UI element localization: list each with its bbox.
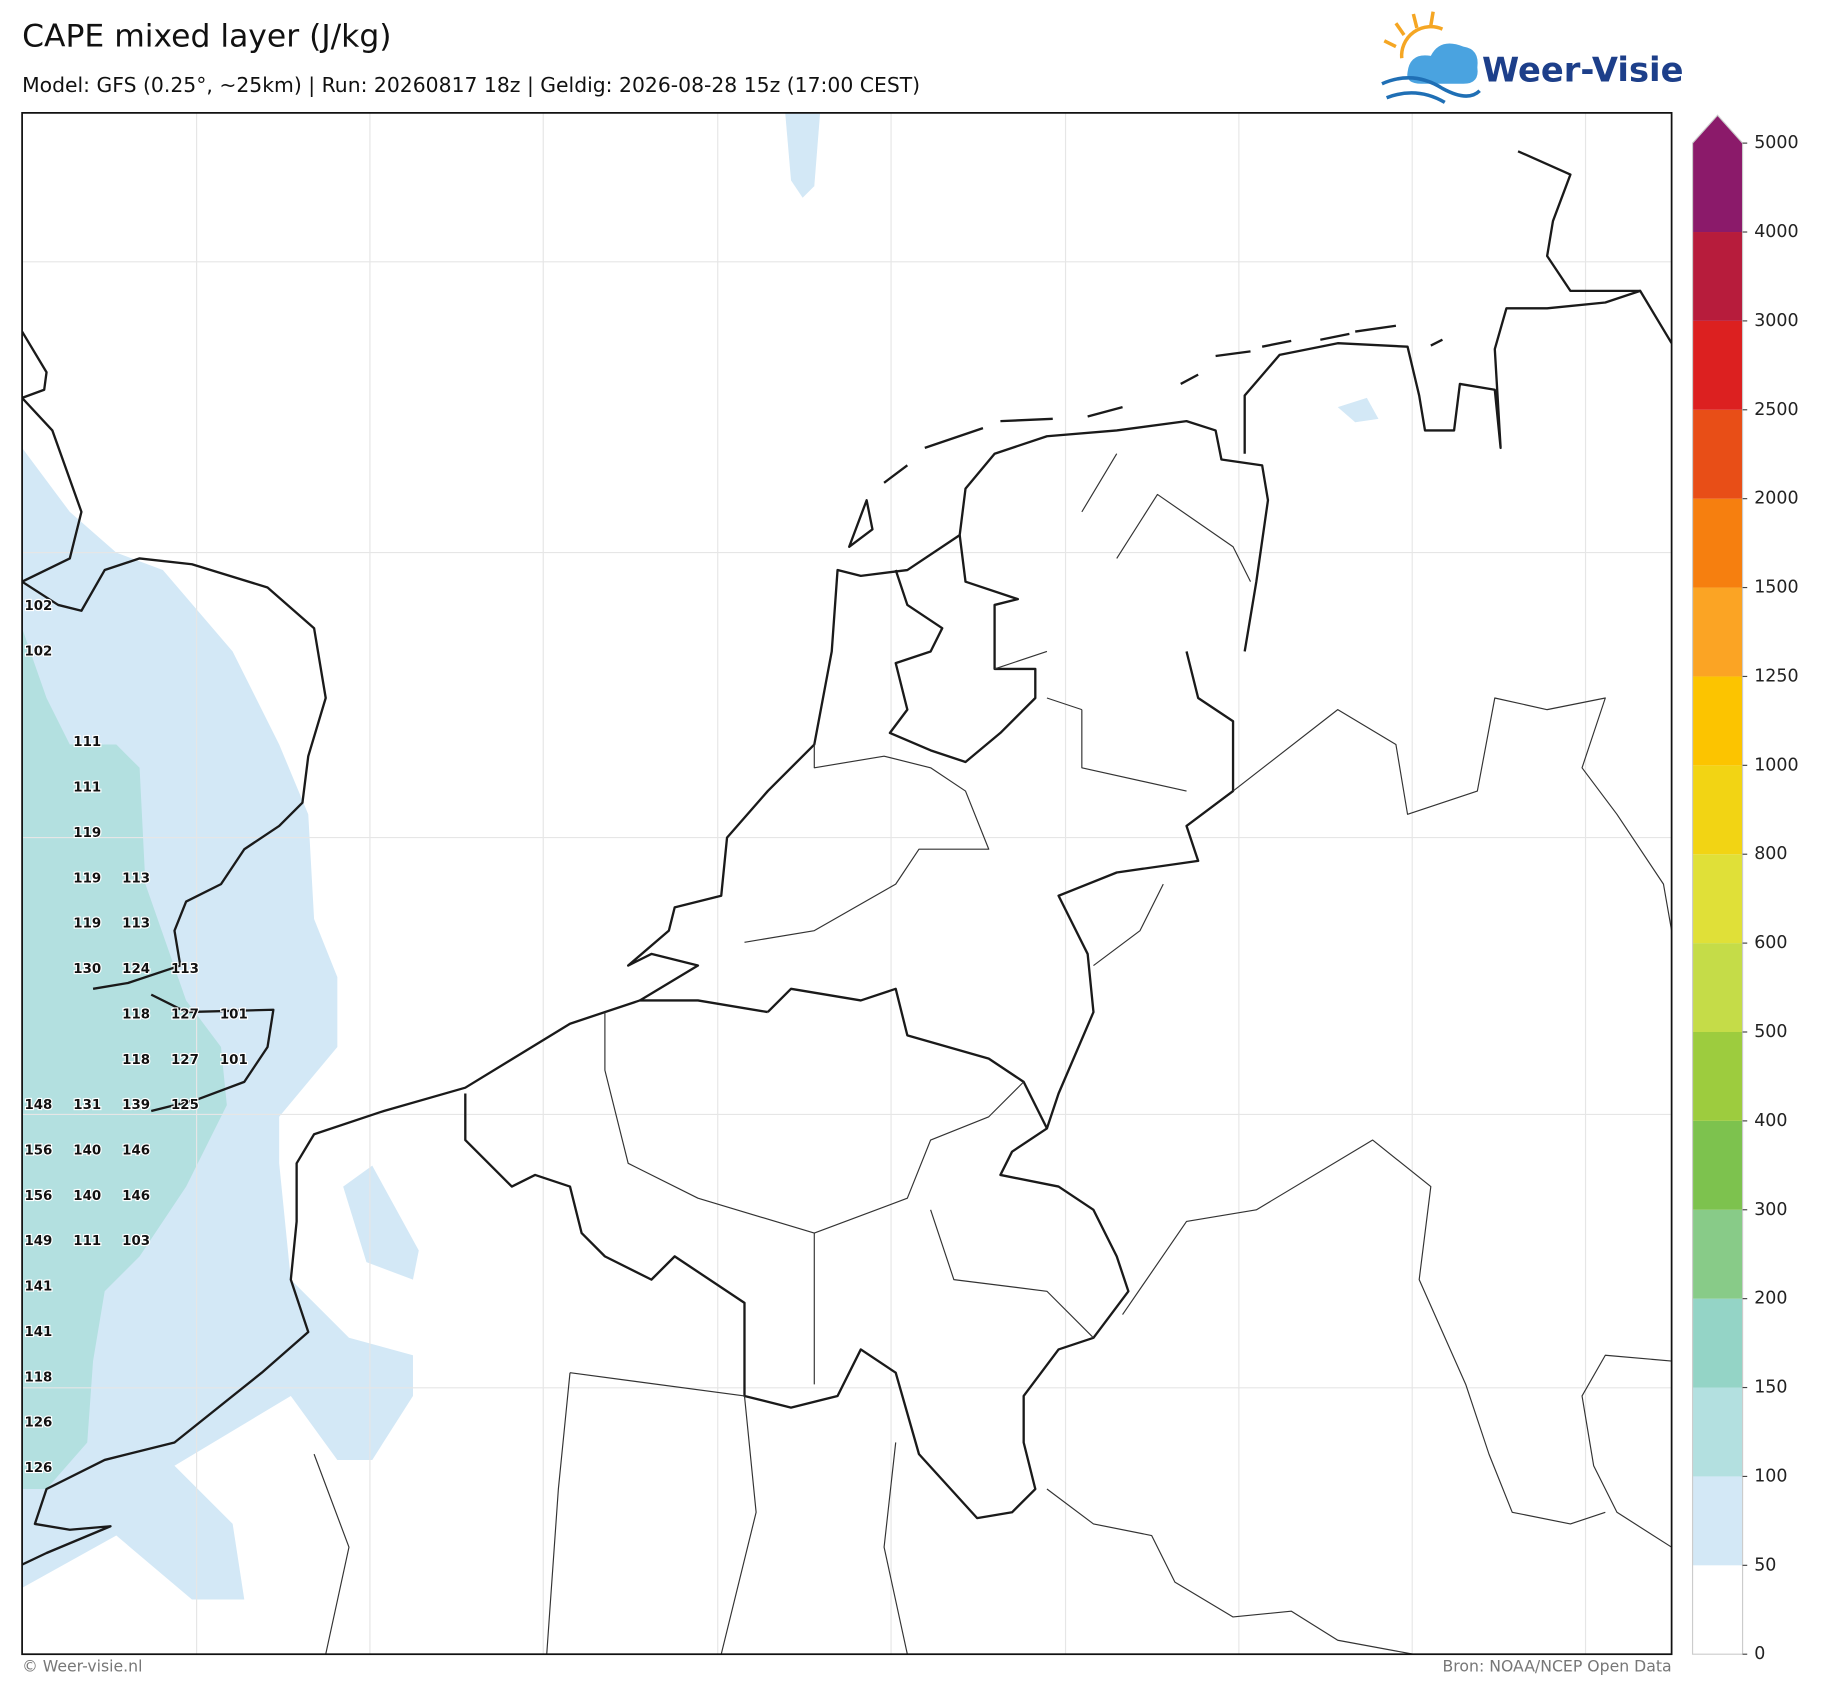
colorbar-tick-label: 1500 <box>1754 578 1798 598</box>
cape-value: 113 <box>122 871 150 886</box>
cape-value: 146 <box>122 1144 150 1159</box>
cape-fill <box>22 112 1379 1600</box>
colorbar-tick-label: 4000 <box>1754 222 1798 242</box>
colorbar-band <box>1692 498 1743 588</box>
colorbar-band <box>1692 1298 1743 1388</box>
cape-value: 119 <box>73 917 101 932</box>
cape-value: 102 <box>24 599 52 614</box>
map-frame <box>21 112 1673 1656</box>
colorbar-band <box>1692 676 1743 766</box>
cape-value: 101 <box>220 1007 248 1022</box>
footer-left: © Weer-visie.nl <box>22 1657 142 1676</box>
cape-value: 141 <box>24 1325 52 1340</box>
cape-value: 127 <box>171 1053 199 1068</box>
colorbar-tick-label: 400 <box>1754 1111 1787 1131</box>
logo: Weer-Visie <box>1381 11 1683 104</box>
cape-value: 101 <box>220 1053 248 1068</box>
cape-value: 111 <box>73 781 101 796</box>
colorbar-band <box>1692 1565 1743 1655</box>
colorbar-band <box>1692 1476 1743 1566</box>
cape-value: 148 <box>24 1098 52 1113</box>
colorbar-band <box>1692 115 1743 233</box>
cape-value: 118 <box>122 1053 150 1068</box>
cape-value: 140 <box>73 1189 101 1204</box>
logo-cloud <box>1407 43 1478 84</box>
colorbar-band <box>1692 409 1743 499</box>
cape-values: 102 102 111 111 119 119 113 119 113 130 124 113 118 1… <box>23 598 249 1477</box>
cape-value: 125 <box>171 1098 199 1113</box>
map: 102 102 111 111 119 119 113 119 113 130 124 113 118 1… <box>22 112 1672 1655</box>
cape-value: 156 <box>24 1189 52 1204</box>
cape-value: 119 <box>73 826 101 841</box>
cape-value: 156 <box>24 1144 52 1159</box>
cape-value: 111 <box>73 1234 101 1249</box>
cape-value: 141 <box>24 1280 52 1295</box>
cape-value: 139 <box>122 1098 150 1113</box>
cape-value: 118 <box>24 1370 52 1385</box>
cape-value: 113 <box>122 917 150 932</box>
cape-value: 118 <box>122 1007 150 1022</box>
title: CAPE mixed layer (J/kg) <box>22 19 391 55</box>
cape-value: 102 <box>24 644 52 659</box>
colorbar-tick-label: 1000 <box>1754 755 1798 775</box>
cape-value: 131 <box>73 1098 101 1113</box>
coastlines <box>22 150 1672 1566</box>
cape-value: 130 <box>73 962 101 977</box>
colorbar-tick-label: 600 <box>1754 933 1787 953</box>
colorbar-band <box>1692 1120 1743 1210</box>
cape-value: 111 <box>73 735 101 750</box>
colorbar-band <box>1692 765 1743 855</box>
colorbar-tick-label: 150 <box>1754 1378 1787 1398</box>
cape-value: 126 <box>24 1461 52 1476</box>
subtitle: Model: GFS (0.25°, ~25km) | Run: 2026081… <box>22 73 920 98</box>
colorbar-tick-label: 2000 <box>1754 489 1798 509</box>
logo-sun <box>1383 11 1444 59</box>
logo-waves <box>1381 76 1481 104</box>
borders <box>313 453 1672 1655</box>
colorbar-tick-label: 2500 <box>1754 400 1798 420</box>
colorbar-band <box>1692 854 1743 944</box>
colorbar-band <box>1692 943 1743 1032</box>
colorbar-band <box>1692 587 1743 677</box>
colorbar-band <box>1692 1209 1743 1299</box>
colorbar-tick-label: 3000 <box>1754 311 1798 331</box>
colorbar: 0 50 100 150 200 300 400 500 600 800 1000 1250 1500 2… <box>1691 114 1799 1664</box>
colorbar-outline <box>1691 114 1744 1655</box>
cape-value: 124 <box>122 962 150 977</box>
cape-value: 103 <box>122 1234 150 1249</box>
colorbar-band <box>1692 232 1743 321</box>
footer-right: Bron: NOAA/NCEP Open Data <box>1443 1657 1672 1676</box>
cape-value: 119 <box>73 871 101 886</box>
colorbar-tick-label: 1250 <box>1754 666 1798 686</box>
colorbar-tick-label: 200 <box>1754 1289 1787 1309</box>
cape-value: 149 <box>24 1234 52 1249</box>
cape-value: 113 <box>171 962 199 977</box>
colorbar-tick-label: 500 <box>1754 1022 1787 1042</box>
colorbar-band <box>1692 1387 1743 1477</box>
colorbar-tick-label: 300 <box>1754 1200 1787 1220</box>
colorbar-tick-label: 0 <box>1754 1644 1765 1664</box>
colorbar-band <box>1692 1031 1743 1121</box>
graticule <box>22 112 1672 1655</box>
colorbar-band <box>1692 320 1743 410</box>
cape-value: 146 <box>122 1189 150 1204</box>
cape-value: 126 <box>24 1416 52 1431</box>
colorbar-tick-label: 50 <box>1754 1555 1776 1575</box>
cape-value: 127 <box>171 1007 199 1022</box>
colorbar-tick-label: 100 <box>1754 1466 1787 1486</box>
colorbar-tick-label: 800 <box>1754 844 1787 864</box>
colorbar-tick-label: 5000 <box>1754 133 1798 153</box>
logo-text: Weer-Visie <box>1482 50 1683 89</box>
cape-value: 140 <box>73 1144 101 1159</box>
